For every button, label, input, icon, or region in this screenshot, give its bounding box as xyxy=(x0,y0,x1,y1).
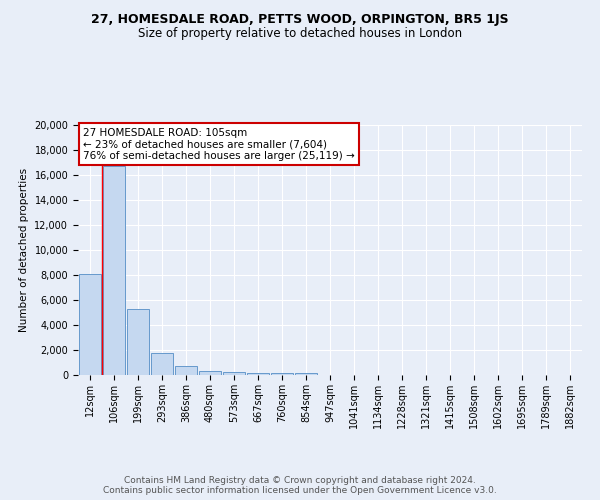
Bar xyxy=(199,371,221,375)
Y-axis label: Number of detached properties: Number of detached properties xyxy=(19,168,29,332)
Bar xyxy=(175,366,197,375)
Bar xyxy=(79,274,101,375)
Bar xyxy=(103,166,125,375)
Bar xyxy=(247,372,269,375)
Bar xyxy=(295,373,317,375)
Bar xyxy=(127,308,149,375)
Text: Contains HM Land Registry data © Crown copyright and database right 2024.
Contai: Contains HM Land Registry data © Crown c… xyxy=(103,476,497,495)
Text: 27 HOMESDALE ROAD: 105sqm
← 23% of detached houses are smaller (7,604)
76% of se: 27 HOMESDALE ROAD: 105sqm ← 23% of detac… xyxy=(83,128,355,160)
Text: Size of property relative to detached houses in London: Size of property relative to detached ho… xyxy=(138,28,462,40)
Text: 27, HOMESDALE ROAD, PETTS WOOD, ORPINGTON, BR5 1JS: 27, HOMESDALE ROAD, PETTS WOOD, ORPINGTO… xyxy=(91,12,509,26)
Bar xyxy=(223,372,245,375)
Bar xyxy=(151,353,173,375)
Bar xyxy=(271,373,293,375)
